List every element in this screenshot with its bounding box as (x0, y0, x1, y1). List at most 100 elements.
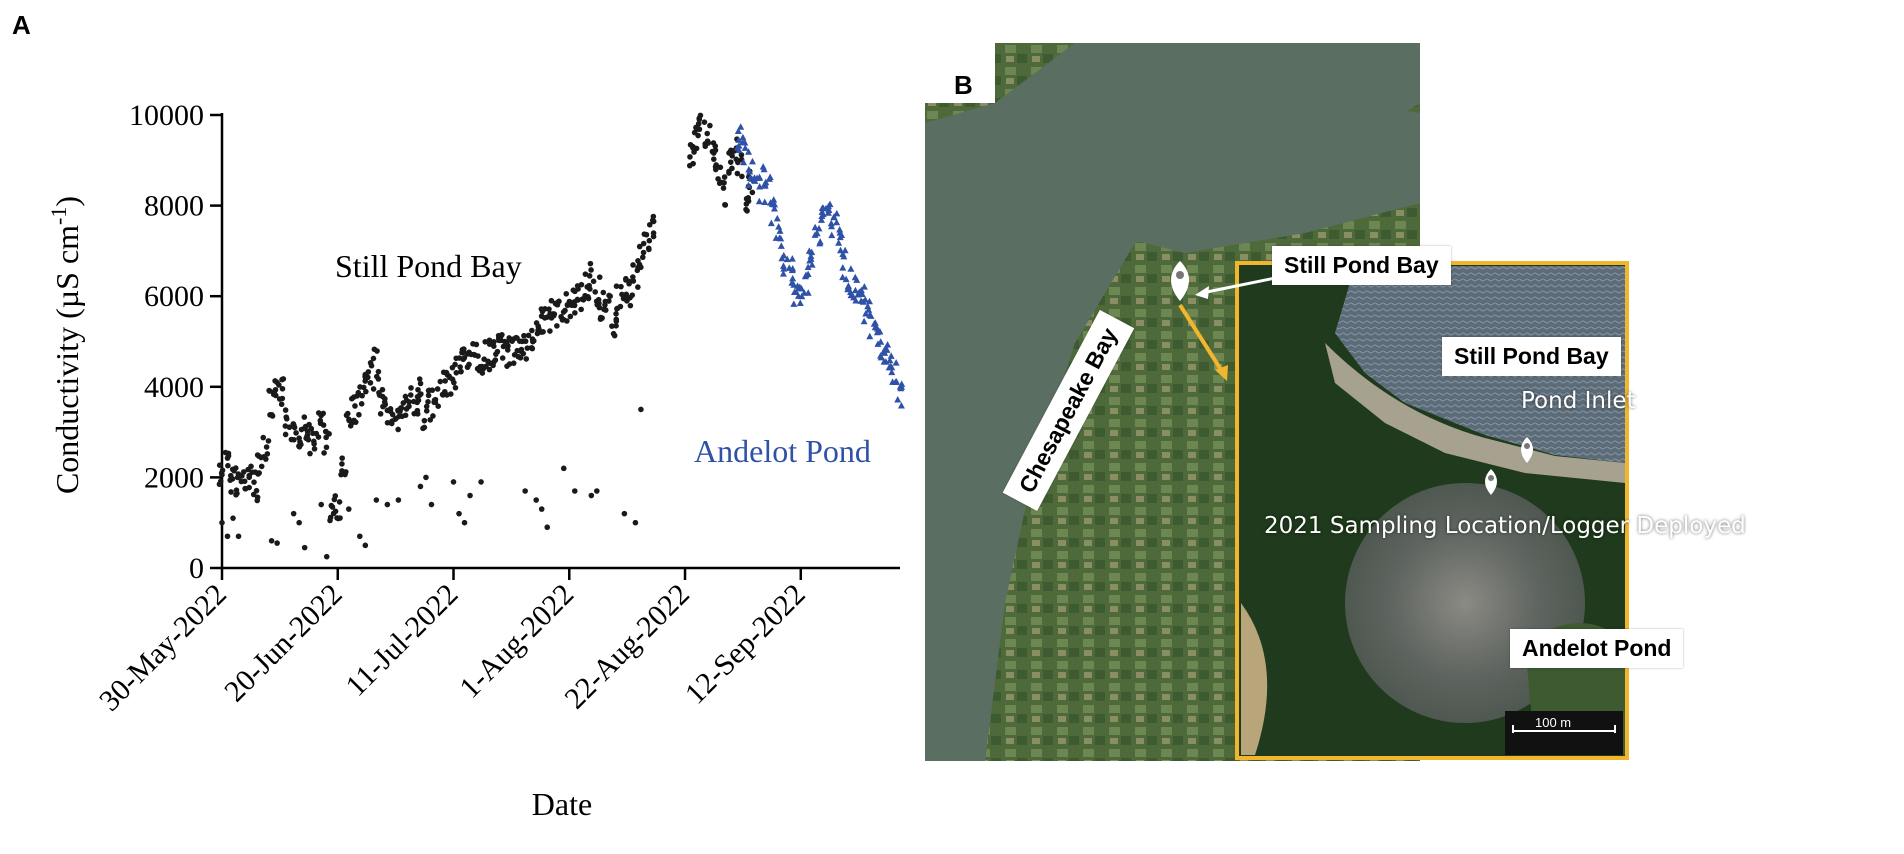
data-point (828, 222, 836, 230)
data-point (524, 345, 531, 351)
data-point (365, 374, 371, 381)
data-point (411, 410, 418, 417)
data-point (345, 506, 352, 512)
x-tick-label: 20-Jun-2022 (218, 578, 349, 709)
data-point (406, 403, 412, 410)
data-point (423, 408, 430, 414)
data-point (283, 414, 290, 420)
data-point (544, 524, 551, 531)
data-point (450, 479, 457, 485)
data-point (721, 179, 727, 186)
data-point (354, 393, 360, 399)
data-point (491, 339, 497, 345)
data-point (373, 497, 380, 503)
data-point (735, 142, 743, 149)
data-point (780, 265, 788, 272)
data-point (440, 392, 446, 398)
data-point (486, 337, 493, 344)
data-point (836, 226, 844, 233)
data-point (695, 132, 701, 139)
data-point (896, 383, 904, 390)
data-point (768, 200, 776, 208)
data-point (362, 542, 369, 549)
data-point (276, 382, 282, 388)
data-point (359, 392, 365, 399)
data-point (272, 378, 278, 384)
data-point (382, 395, 388, 402)
data-point (547, 328, 553, 334)
data-point (406, 399, 412, 405)
data-point (435, 403, 442, 409)
data-point (773, 214, 781, 222)
data-point (258, 463, 265, 470)
data-point (643, 231, 650, 238)
data-point (806, 257, 814, 264)
data-point (459, 346, 466, 353)
data-point (428, 501, 435, 508)
data-point (735, 136, 743, 143)
data-point (748, 157, 756, 165)
data-point (338, 471, 344, 478)
data-point (417, 380, 424, 387)
data-point (767, 219, 775, 227)
x-tick-label: 11-Jul-2022 (339, 578, 464, 703)
data-point (650, 213, 657, 220)
data-point (452, 384, 459, 391)
data-point (279, 395, 286, 402)
x-axis-label: Date (532, 786, 592, 822)
y-tick-label: 2000 (144, 461, 204, 494)
annotation-andelot-pond: Andelot Pond (694, 433, 871, 469)
data-point (272, 386, 279, 393)
data-point (734, 127, 742, 135)
data-point (305, 436, 312, 443)
data-point (308, 426, 315, 432)
data-point (836, 233, 844, 241)
data-point (587, 286, 593, 292)
data-point (749, 189, 756, 196)
data-point (751, 174, 759, 181)
data-point (311, 441, 317, 447)
data-point (486, 366, 493, 373)
data-point (352, 403, 358, 409)
data-point (395, 426, 401, 433)
data-point (594, 488, 600, 494)
data-point (587, 260, 594, 267)
data-point (777, 242, 785, 249)
data-point (384, 419, 391, 426)
data-point (246, 484, 252, 491)
data-point (745, 181, 753, 189)
data-point (830, 213, 838, 221)
data-point (434, 386, 441, 392)
panel-a-letter: A (12, 10, 31, 40)
data-point (279, 385, 286, 392)
data-point (621, 510, 628, 517)
data-point (229, 476, 236, 482)
logger-location-label: 2021 Sampling Location/Logger Deployed (1264, 513, 1746, 539)
data-point (770, 196, 778, 203)
data-point (574, 296, 581, 303)
data-point (291, 424, 298, 431)
data-point (844, 282, 852, 289)
data-point (219, 467, 226, 473)
data-point (717, 164, 724, 171)
data-point (444, 371, 451, 378)
data-point (640, 249, 647, 256)
data-point (437, 378, 444, 385)
data-point (697, 112, 704, 119)
data-point (297, 439, 303, 445)
data-point (824, 202, 832, 210)
data-point (393, 415, 399, 422)
data-point (216, 462, 223, 468)
data-point (357, 533, 363, 540)
data-point (562, 307, 568, 314)
data-point (520, 350, 527, 357)
y-tick-label: 0 (189, 552, 204, 585)
data-point (597, 314, 604, 321)
data-point (712, 143, 719, 149)
x-tick-label: 1-Aug-2022 (453, 578, 580, 705)
data-point (500, 343, 507, 350)
data-point (686, 162, 693, 169)
data-point (873, 328, 881, 336)
data-point (464, 351, 471, 357)
data-point (738, 152, 745, 158)
